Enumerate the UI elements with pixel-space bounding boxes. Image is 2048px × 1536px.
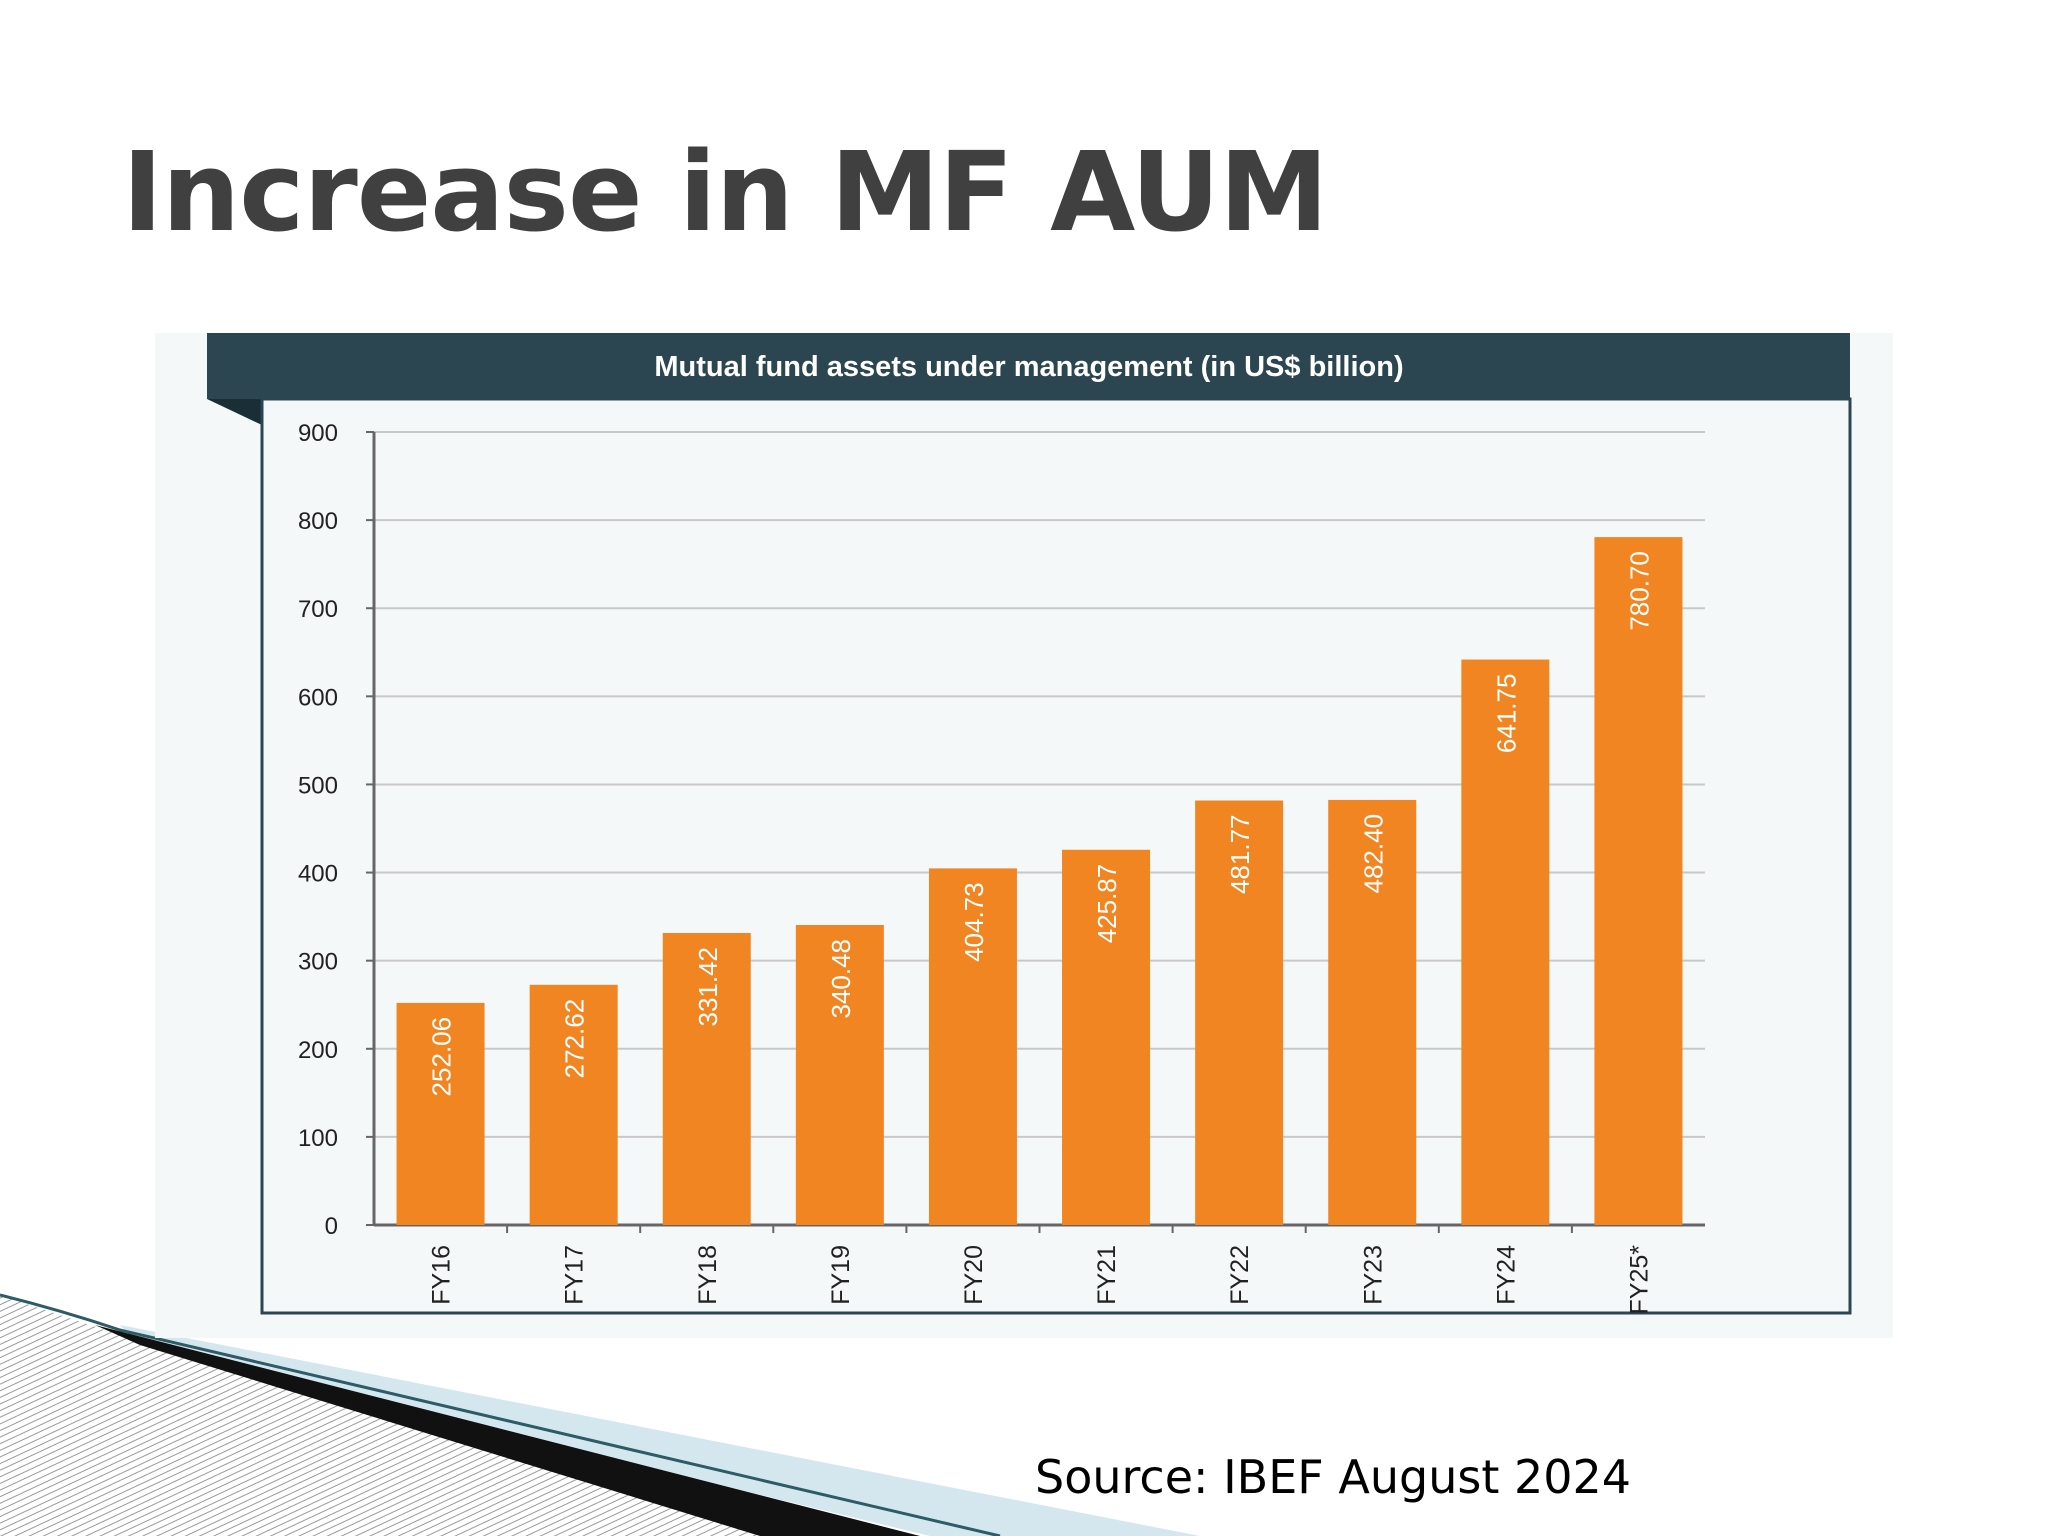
light-blue-wedge [120, 1325, 1200, 1536]
bar-fy20 [928, 868, 1017, 1225]
bar-fy18 [662, 932, 751, 1225]
black-wedge [95, 1325, 920, 1536]
bar-fy23 [1328, 799, 1417, 1225]
slide-title: Increase in MF AUM [122, 128, 1329, 256]
bar-fy19 [795, 924, 884, 1225]
y-tick-label: 800 [298, 508, 338, 535]
bar-value-label: 272.62 [560, 999, 590, 1079]
bar-value-label: 780.70 [1624, 551, 1654, 631]
header-fold-corner [207, 399, 262, 425]
x-category-label: FY21 [1093, 1245, 1121, 1305]
x-category-label: FY19 [827, 1245, 855, 1305]
bar-value-label: 340.48 [826, 939, 856, 1019]
y-tick-label: 400 [298, 861, 338, 888]
bar-value-label: 641.75 [1491, 674, 1521, 754]
y-tick-label: 900 [298, 420, 338, 447]
bar-value-label: 331.42 [693, 947, 723, 1027]
bar-value-label: 404.73 [959, 882, 989, 962]
x-category-label: FY20 [960, 1245, 988, 1305]
bar-fy22 [1195, 800, 1284, 1225]
bar-value-label: 481.77 [1225, 815, 1255, 895]
source-citation: Source: IBEF August 2024 [1035, 1450, 1632, 1504]
bar-fy24 [1461, 659, 1550, 1225]
teal-edge-line [0, 1293, 1001, 1536]
y-tick-label: 300 [298, 949, 338, 976]
y-tick-label: 600 [298, 684, 338, 711]
bar-fy25 [1594, 537, 1683, 1225]
y-tick-label: 500 [298, 772, 338, 799]
x-category-label: FY23 [1359, 1245, 1387, 1305]
x-category-label: FY25* [1625, 1245, 1653, 1315]
bar-fy17 [529, 984, 618, 1225]
x-category-label: FY16 [428, 1245, 456, 1305]
bar-value-label: 252.06 [427, 1017, 457, 1097]
y-tick-label: 200 [298, 1037, 338, 1064]
bar-value-label: 425.87 [1092, 864, 1122, 944]
bar-value-label: 482.40 [1358, 814, 1388, 894]
x-category-label: FY24 [1492, 1245, 1520, 1305]
x-category-label: FY17 [561, 1245, 589, 1305]
chart-header-bar [207, 333, 1850, 399]
hatched-wedge [0, 1295, 760, 1536]
x-category-label: FY18 [694, 1245, 722, 1305]
x-category-label: FY22 [1226, 1245, 1254, 1305]
bar-fy21 [1062, 849, 1151, 1225]
y-tick-label: 100 [298, 1125, 338, 1152]
chart-title: Mutual fund assets under management (in … [654, 351, 1403, 383]
plot-frame [260, 397, 1852, 1315]
y-tick-label: 0 [325, 1213, 338, 1240]
y-tick-label: 700 [298, 596, 338, 623]
bar-fy16 [396, 1002, 485, 1225]
